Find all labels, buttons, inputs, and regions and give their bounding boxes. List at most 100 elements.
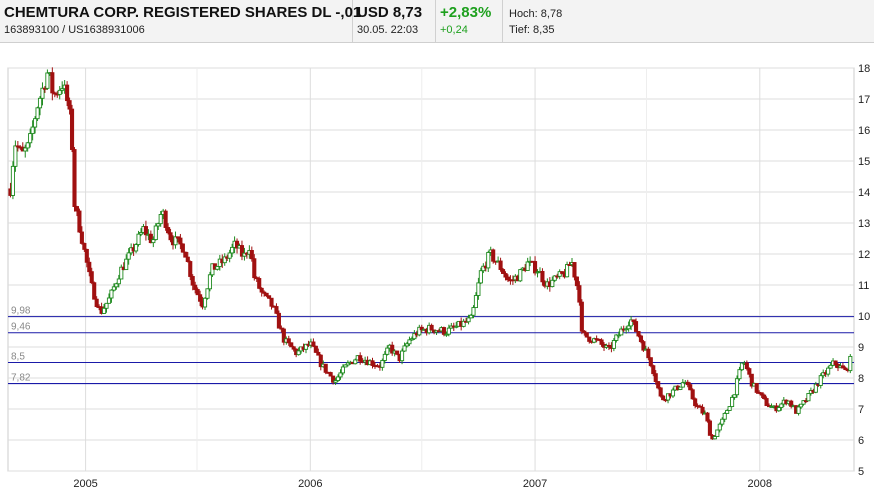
y-tick-label: 17 (858, 94, 870, 106)
candle-body (281, 328, 286, 343)
candle-body (764, 398, 769, 407)
candle-body (60, 88, 65, 91)
candle-body (636, 331, 641, 337)
candle-body (138, 232, 144, 235)
candle-body (104, 302, 109, 309)
candle-body (136, 233, 141, 245)
candle-body (286, 338, 291, 344)
reference-line-label: 9,46 (11, 322, 31, 333)
candle-body (550, 279, 555, 288)
candle-body (747, 368, 752, 375)
candle-body (264, 292, 269, 297)
candle-body (638, 335, 644, 343)
candle-body (84, 248, 89, 263)
candle-body (274, 306, 279, 314)
candle-body (124, 258, 129, 271)
y-tick-label: 10 (858, 311, 870, 323)
candle-body (481, 265, 486, 272)
candle-body (658, 387, 663, 397)
candle-body (269, 297, 274, 307)
candle-body (252, 258, 257, 279)
candle-body (552, 275, 557, 281)
candle-body (163, 210, 168, 228)
candle-body (190, 276, 195, 286)
y-tick-label: 16 (858, 125, 870, 137)
candle-body (25, 142, 30, 149)
candle-body (202, 297, 208, 308)
candle-body (106, 297, 112, 304)
candle-body (540, 270, 545, 283)
candle-body (353, 359, 358, 365)
candle-body (700, 406, 705, 414)
last-price: USD 8,73 (357, 4, 423, 21)
candle-body (818, 375, 823, 386)
candle-body (185, 256, 190, 262)
candle-body (358, 355, 363, 362)
candle-body (380, 360, 385, 368)
candle-body (227, 252, 232, 259)
candle-body (759, 392, 764, 396)
candle-body (242, 252, 247, 257)
candle-body (193, 284, 198, 290)
candle-body (717, 423, 722, 431)
candle-body (109, 289, 114, 299)
candle-body (734, 378, 740, 396)
candle-body (23, 147, 28, 152)
candle-body (560, 271, 565, 274)
candle-body (486, 252, 491, 269)
candle-body (444, 333, 449, 336)
candle-body (303, 343, 309, 350)
candle-body (614, 334, 619, 341)
candle-body (826, 367, 831, 375)
candle-body (82, 242, 87, 250)
candle-body (407, 339, 412, 345)
candle-body (653, 373, 658, 383)
y-tick-label: 8 (858, 373, 864, 385)
candle-body (257, 278, 262, 289)
candle-body (789, 400, 794, 407)
candle-body (828, 364, 833, 369)
candle-body (65, 84, 70, 102)
candle-body (619, 328, 624, 336)
candle-body (473, 295, 478, 309)
candle-body (92, 282, 97, 300)
candle-body (471, 307, 476, 316)
candle-body (180, 243, 185, 253)
change-absolute: +0,24 (440, 24, 468, 36)
candle-body (722, 412, 727, 420)
candle-body (624, 328, 629, 331)
candle-body (57, 89, 62, 95)
candle-body (69, 108, 75, 150)
candle-body (126, 252, 131, 260)
candle-body (289, 342, 294, 348)
y-tick-label: 6 (858, 435, 864, 447)
candle-body (340, 366, 346, 374)
candle-body (94, 298, 99, 308)
candle-body (712, 436, 717, 440)
candle-body (656, 381, 661, 389)
candle-body (111, 286, 116, 291)
day-high: Hoch: 8,78 (509, 8, 563, 20)
y-tick-label: 5 (858, 466, 864, 478)
candle-body (404, 343, 410, 347)
candle-body (429, 324, 434, 331)
candle-body (267, 295, 272, 299)
candle-body (385, 347, 390, 355)
candle-body (744, 362, 749, 370)
candle-body (725, 410, 730, 414)
x-tick-label: 2006 (298, 478, 322, 490)
candle-body (13, 145, 18, 167)
candle-body (833, 360, 838, 365)
candle-body (15, 145, 20, 148)
candle-body (737, 369, 742, 380)
candle-body (505, 276, 511, 281)
y-tick-label: 18 (858, 63, 870, 75)
candle-body (178, 237, 183, 245)
candle-body (461, 320, 466, 327)
candle-body (395, 350, 400, 355)
day-low: Tief: 8,35 (509, 24, 555, 36)
candle-body (616, 334, 621, 337)
candle-body (175, 236, 180, 239)
candle-body (158, 214, 163, 225)
candle-body (813, 383, 818, 393)
